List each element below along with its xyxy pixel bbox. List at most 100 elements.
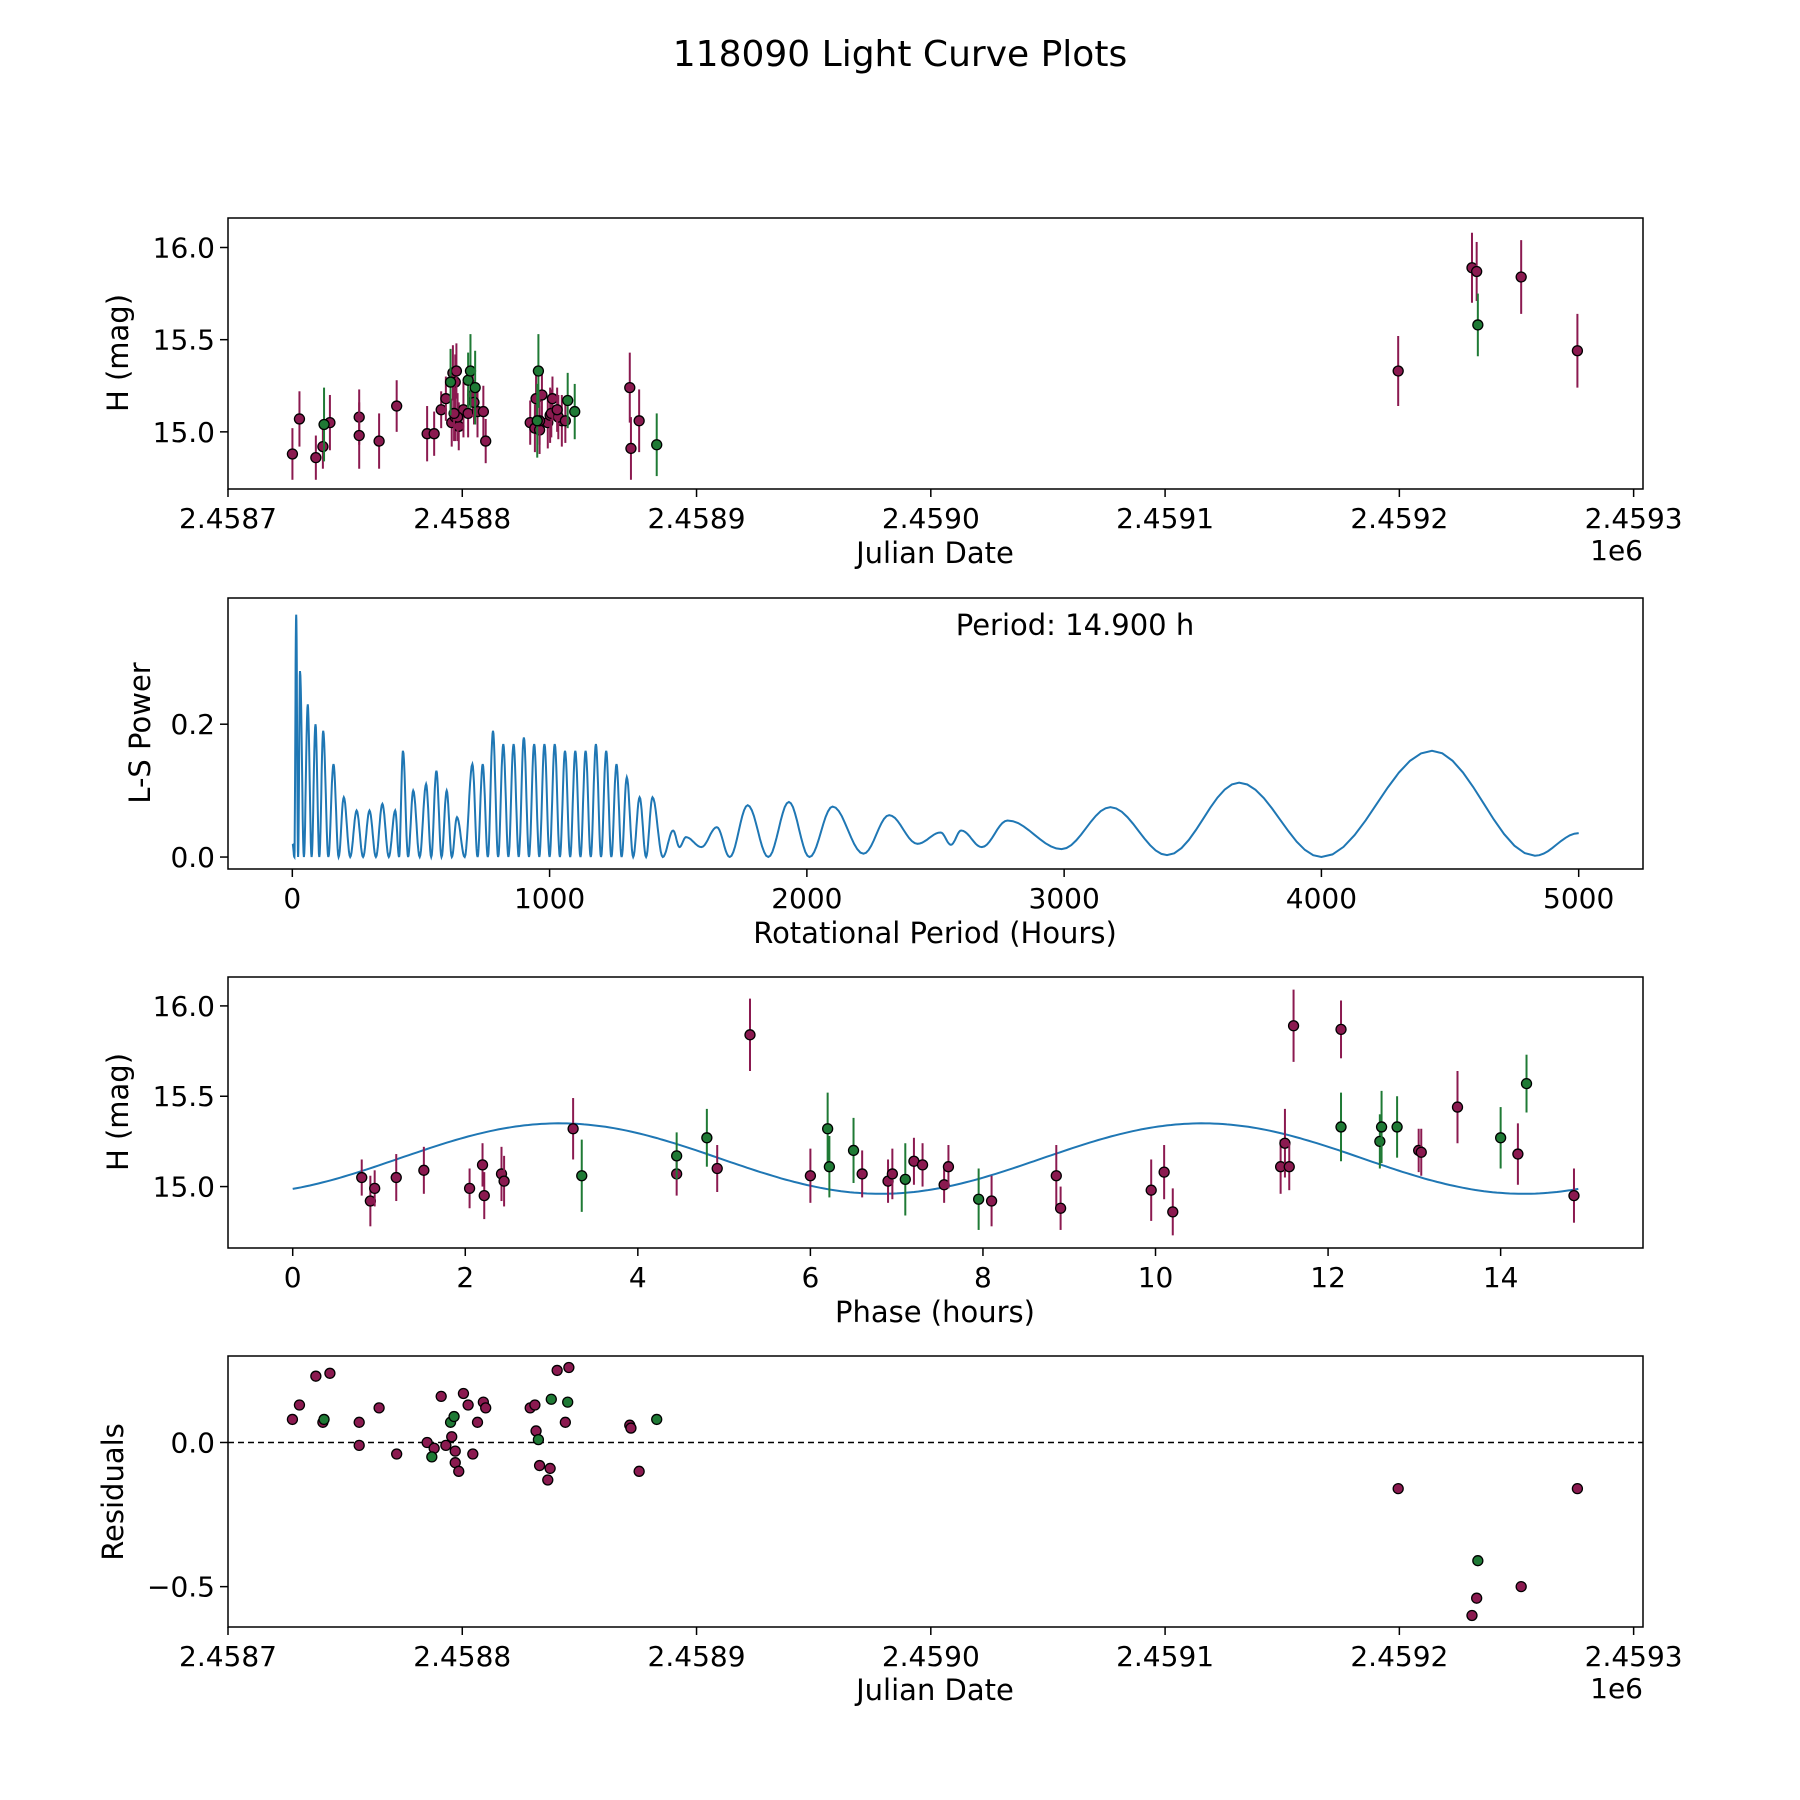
lightcurve-point-r xyxy=(448,407,460,420)
phased-point-r xyxy=(1568,1189,1580,1202)
phased-xtick-label: 8 xyxy=(974,1261,992,1294)
lightcurve-point-r xyxy=(293,413,306,425)
residuals-point-r xyxy=(1471,1592,1483,1604)
residuals-point-r xyxy=(440,1439,452,1452)
phased-point-r xyxy=(369,1182,381,1195)
lightcurve-point-r xyxy=(546,393,559,405)
phased-point-g xyxy=(701,1132,713,1144)
residuals-point-r xyxy=(1466,1609,1478,1622)
lightcurve-point-g xyxy=(532,365,545,377)
phased-xtick-label: 6 xyxy=(801,1261,819,1294)
lightcurve-panel: 2.4587 2.4588 2.4589 2.4590 2.4591 2.4592 2.45… xyxy=(101,217,1683,570)
lightcurve-point-r xyxy=(625,442,637,455)
phased-point-g xyxy=(1494,1132,1507,1144)
residuals-point-r xyxy=(449,1445,461,1457)
lightcurve-point-g xyxy=(464,365,477,377)
residuals-point-g xyxy=(532,1433,545,1446)
residuals-ytick-label: 0.0 xyxy=(170,1426,215,1459)
phased-point-r xyxy=(418,1164,430,1176)
phased-point-g xyxy=(1335,1121,1347,1133)
periodogram-xtick-label: 2000 xyxy=(771,882,842,915)
lightcurve-ticks: 2.4587 2.4588 2.4589 2.4590 2.4591 2.4592 2.45… xyxy=(153,231,1683,535)
lightcurve-point-g xyxy=(444,376,457,388)
lightcurve-xtick-label: 2.4593 xyxy=(1585,502,1683,535)
phased-point-r xyxy=(476,1159,489,1171)
phased-point-r xyxy=(804,1170,817,1182)
period-annotation: Period: 14.900 h xyxy=(956,608,1195,642)
residuals-point-r xyxy=(457,1387,470,1400)
residuals-xtick-label: 2.4587 xyxy=(179,1640,277,1673)
lightcurve-xtick-label: 2.4591 xyxy=(1116,502,1214,535)
residuals-xtick-label: 2.4588 xyxy=(413,1640,511,1673)
phased-point-r xyxy=(1145,1184,1157,1196)
residuals-point-r xyxy=(324,1367,336,1379)
lightcurve-point-g xyxy=(1472,319,1484,331)
lightcurve-point-r xyxy=(1471,265,1483,278)
phased-point-r xyxy=(1054,1202,1067,1214)
phased-xtick-label: 2 xyxy=(456,1261,474,1294)
lightcurve-point-r xyxy=(453,420,465,432)
phased-xtick-label: 12 xyxy=(1310,1261,1346,1294)
lightcurve-point-r xyxy=(373,435,385,447)
residuals-point-r xyxy=(453,1465,465,1477)
residuals-xtick-label: 2.4591 xyxy=(1116,1640,1214,1673)
phased-xtick-label: 0 xyxy=(284,1261,302,1294)
periodogram-panel: 0 1000 2000 3000 4000 5000 0.0 0.2 Period: 14.9… xyxy=(123,597,1644,950)
residuals-point-r xyxy=(471,1416,484,1428)
periodogram-xtick-label: 0 xyxy=(283,882,301,915)
residuals-point-r xyxy=(542,1474,554,1486)
residuals-point-r xyxy=(353,1439,365,1452)
lightcurve-point-r xyxy=(551,404,563,416)
residuals-marks xyxy=(228,1361,1643,1622)
lightcurve-xtick-label: 2.4587 xyxy=(179,502,277,535)
lightcurve-point-r xyxy=(450,365,463,377)
phased-xtick-label: 4 xyxy=(629,1261,647,1294)
lightcurve-point-g xyxy=(562,394,574,407)
lightcurve-point-r xyxy=(633,415,645,427)
lightcurve-point-g xyxy=(531,415,543,427)
periodogram-ytick-label: 0.0 xyxy=(170,841,215,874)
periodogram-xtick-label: 5000 xyxy=(1543,882,1614,915)
residuals-point-r xyxy=(462,1399,474,1411)
phased-point-r xyxy=(463,1182,476,1195)
phased-point-r xyxy=(1287,1020,1300,1032)
phased-ticks: 0 2 4 6 8 10 12 14 15.0 15.5 16.0 xyxy=(153,990,1519,1294)
residuals-xlabel: Julian Date xyxy=(854,1673,1014,1707)
lightcurve-ytick-label: 16.0 xyxy=(153,231,215,264)
phased-point-r xyxy=(1050,1170,1062,1182)
phased-frame xyxy=(227,976,1644,1249)
phased-ytick-label: 16.0 xyxy=(153,990,215,1023)
residuals-point-r xyxy=(559,1416,572,1428)
lightcurve-frame xyxy=(227,217,1644,490)
phased-point-g xyxy=(1374,1135,1386,1148)
phased-point-r xyxy=(1415,1146,1427,1158)
phased-point-r xyxy=(478,1189,490,1202)
phased-point-g xyxy=(847,1144,860,1157)
phased-xlabel: Phase (hours) xyxy=(835,1295,1035,1329)
phased-point-r xyxy=(567,1123,579,1135)
lightcurve-point-r xyxy=(480,435,492,447)
residuals-point-r xyxy=(435,1390,447,1403)
residuals-x-offset: 1e6 xyxy=(1590,1672,1643,1705)
phased-point-r xyxy=(942,1161,955,1173)
residuals-point-r xyxy=(1392,1482,1404,1495)
phased-point-r xyxy=(1335,1023,1347,1036)
lightcurve-ytick-label: 15.5 xyxy=(153,324,215,357)
residuals-xtick-label: 2.4590 xyxy=(882,1640,980,1673)
lightcurve-point-r xyxy=(440,393,452,405)
residuals-point-g xyxy=(651,1413,663,1426)
lightcurve-xtick-label: 2.4589 xyxy=(648,502,746,535)
residuals-point-r xyxy=(467,1448,479,1460)
phased-point-r xyxy=(985,1195,998,1207)
phased-ytick-label: 15.5 xyxy=(153,1080,215,1113)
periodogram-xtick-label: 4000 xyxy=(1286,882,1357,915)
residuals-point-r xyxy=(563,1361,575,1374)
phased-point-r xyxy=(856,1168,868,1180)
periodogram-ytick-label: 0.2 xyxy=(170,708,215,741)
residuals-point-r xyxy=(286,1413,299,1426)
residuals-point-r xyxy=(529,1399,541,1411)
lightcurve-xtick-label: 2.4592 xyxy=(1350,502,1448,535)
residuals-frame xyxy=(227,1355,1644,1628)
